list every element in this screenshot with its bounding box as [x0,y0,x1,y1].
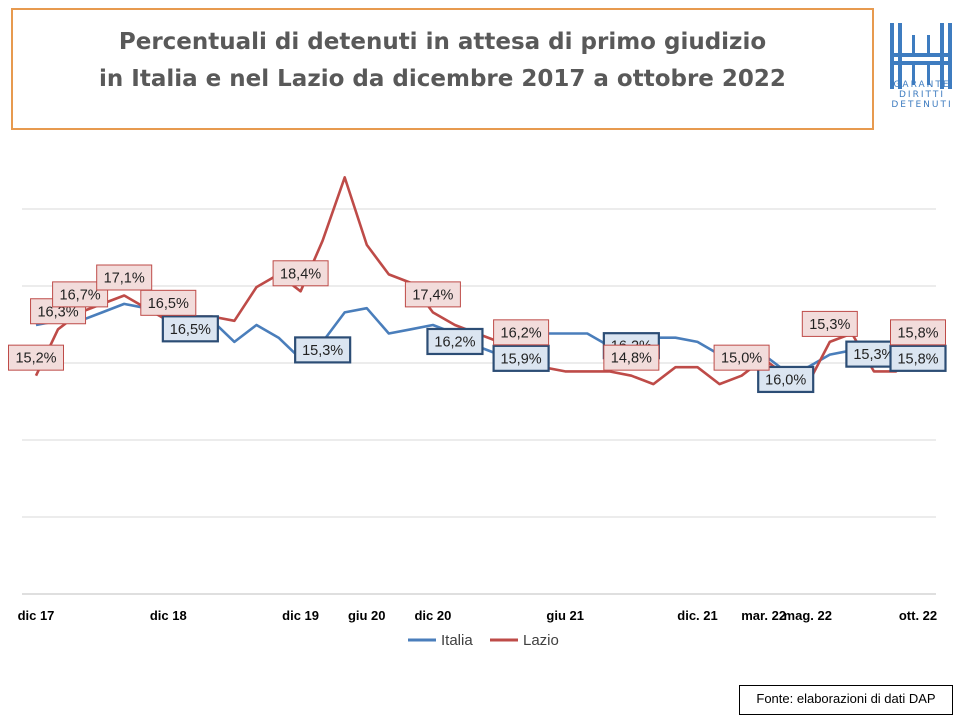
data-label: 16,2% [434,334,475,350]
title-box: Percentuali di detenuti in attesa di pri… [11,8,874,130]
data-label-box [603,344,660,371]
data-label: 18,4% [280,266,321,282]
line-chart: dic 17 dic 18 dic 19 giu 20 dic 20 giu 21 dic.… [8,176,947,649]
logo-text: GARANTE DIRITTI DETENUTI [884,80,960,110]
x-tick-label: ott. 22 [899,608,937,623]
legend-label-italia: Italia [441,632,473,649]
data-label: 17,1% [104,271,145,287]
data-label-box [140,289,197,316]
x-tick-label: mag. 22 [784,608,832,623]
data-label: 15,3% [302,343,343,359]
data-label-box [713,344,770,371]
data-label-box [889,344,947,372]
data-label: 15,2% [15,351,56,367]
data-label: 16,5% [148,296,189,312]
data-label-box [890,319,946,346]
data-label: 15,9% [501,351,542,367]
x-tick-label: dic. 21 [677,608,717,623]
data-label: 16,3% [37,304,78,320]
data-label-box [294,336,352,364]
logo-line-2: DIRITTI [899,90,945,100]
data-label-box [96,264,153,291]
data-label-box [426,327,484,356]
x-tick-label: dic 19 [282,608,319,623]
data-label: 16,5% [170,322,211,338]
x-tick-label: giu 21 [546,608,584,623]
source-note: Fonte: elaborazioni di dati DAP [739,685,953,715]
title-line-2: in Italia e nel Lazio da dicembre 2017 a… [99,66,786,92]
x-tick-label: dic 18 [150,608,187,623]
x-tick-label: dic 20 [414,608,451,623]
data-label: 14,8% [611,351,652,367]
data-label-box [272,260,329,287]
logo-line-3: DETENUTI [891,100,953,110]
logo-line-1: GARANTE [893,80,951,90]
data-label-box [161,315,219,343]
data-label: 16,2% [501,325,542,341]
x-tick-label: giu 20 [348,608,386,623]
data-label-box [801,310,858,337]
data-label: 15,0% [721,351,762,367]
data-label: 16,7% [60,287,101,303]
data-label-box [8,344,64,371]
x-tick-label: mar. 22 [741,608,786,623]
data-label: 16,0% [765,372,806,388]
data-label: 15,3% [809,317,850,333]
data-label-box [492,344,550,372]
garante-logo-icon [890,23,952,89]
data-label: 15,3% [853,347,894,363]
data-label-box [757,365,815,394]
data-label: 17,4% [412,287,453,303]
chart-title: Percentuali di detenuti in attesa di pri… [13,24,872,98]
data-label-box [404,281,461,308]
x-tick-label: dic 17 [18,608,55,623]
data-label: 15,8% [897,351,938,367]
title-line-1: Percentuali di detenuti in attesa di pri… [118,29,767,55]
data-label-box [493,319,550,346]
data-label: 15,8% [897,325,938,341]
legend-label-lazio: Lazio [523,632,559,649]
